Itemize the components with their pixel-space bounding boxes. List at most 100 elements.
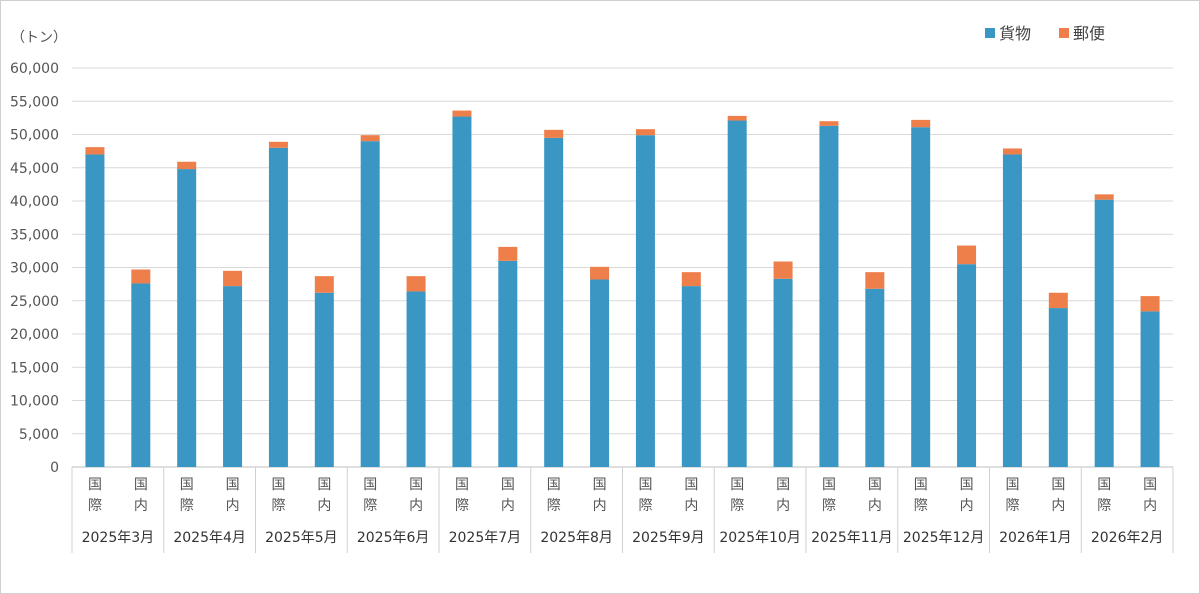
bar-segment — [268, 147, 288, 468]
x-subcategory-label: 国 — [868, 477, 882, 493]
x-subcategory-label: 際 — [1005, 498, 1019, 514]
x-subcategory-label: 内 — [1051, 498, 1065, 514]
bar-segment — [1002, 148, 1022, 155]
y-tick-label: 15,000 — [10, 360, 59, 376]
x-subcategory-label: 際 — [914, 498, 928, 514]
x-subcategory-label: 国 — [271, 477, 285, 493]
x-month-label: 2026年2月 — [1091, 530, 1164, 546]
y-tick-label: 10,000 — [10, 394, 59, 410]
x-subcategory-label: 際 — [638, 498, 652, 514]
x-subcategory-label: 国 — [730, 477, 744, 493]
bar-segment — [452, 110, 472, 117]
legend-label: 貨物 — [999, 24, 1031, 43]
x-subcategory-label: 国 — [501, 477, 515, 493]
bar-segment — [544, 129, 564, 138]
x-subcategory-label: 内 — [134, 498, 148, 514]
bar-segment — [590, 266, 610, 280]
x-subcategory-label: 国 — [409, 477, 423, 493]
x-subcategory-label: 国 — [1005, 477, 1019, 493]
bar-segment — [957, 264, 977, 467]
bar-segment — [406, 291, 426, 467]
y-axis-unit-label: （トン） — [11, 30, 67, 46]
bar-segment — [452, 116, 472, 468]
bar-segment — [85, 147, 105, 155]
bar-segment — [1002, 154, 1022, 467]
x-subcategory-label: 内 — [1143, 498, 1157, 514]
bar-segment — [268, 141, 288, 148]
x-subcategory-label: 内 — [684, 498, 698, 514]
bar-segment — [635, 135, 655, 468]
bar-segment — [727, 115, 747, 121]
x-subcategory-label: 国 — [684, 477, 698, 493]
bar-segment — [1048, 292, 1068, 309]
x-subcategory-label: 内 — [226, 498, 240, 514]
bar-segment — [957, 245, 977, 265]
x-subcategory-label: 国 — [180, 477, 194, 493]
x-subcategory-label: 内 — [501, 498, 515, 514]
x-month-label: 2025年11月 — [811, 530, 892, 546]
x-month-label: 2026年1月 — [999, 530, 1072, 546]
bar-segment — [314, 292, 334, 467]
x-subcategory-label: 国 — [363, 477, 377, 493]
bar-segment — [223, 286, 243, 467]
x-subcategory-label: 際 — [363, 498, 377, 514]
x-subcategory-label: 国 — [1097, 477, 1111, 493]
bar-segment — [85, 154, 105, 467]
x-month-label: 2025年3月 — [82, 530, 155, 546]
x-subcategory-label: 国 — [1143, 477, 1157, 493]
bar-segment — [911, 127, 931, 467]
x-subcategory-label: 内 — [868, 498, 882, 514]
x-month-label: 2025年10月 — [719, 530, 800, 546]
bar-segment — [314, 276, 334, 293]
x-subcategory-label: 内 — [776, 498, 790, 514]
x-subcategory-label: 際 — [822, 498, 836, 514]
bar-segment — [360, 141, 380, 467]
x-month-label: 2025年6月 — [357, 530, 430, 546]
x-subcategory-label: 内 — [409, 498, 423, 514]
bar-segment — [1094, 194, 1114, 200]
x-subcategory-label: 際 — [88, 498, 102, 514]
bar-segment — [177, 161, 197, 170]
x-month-label: 2025年4月 — [173, 530, 246, 546]
bar-segment — [865, 288, 885, 467]
bar-segment — [544, 137, 564, 467]
x-subcategory-label: 内 — [960, 498, 974, 514]
y-tick-label: 0 — [50, 460, 59, 476]
x-subcategory-label: 際 — [1097, 498, 1111, 514]
y-tick-label: 20,000 — [10, 327, 59, 343]
bar-segment — [498, 246, 518, 261]
bar-segment — [1140, 296, 1160, 312]
bar-segment — [635, 129, 655, 136]
bar-segment — [819, 125, 839, 467]
y-tick-label: 60,000 — [10, 61, 59, 77]
x-subcategory-label: 際 — [271, 498, 285, 514]
bar-segment — [1048, 308, 1068, 467]
bar-segment — [590, 279, 610, 467]
x-month-label: 2025年8月 — [540, 530, 613, 546]
x-month-label: 2025年7月 — [449, 530, 522, 546]
bar-segment — [911, 119, 931, 128]
y-tick-label: 50,000 — [10, 128, 59, 144]
bar-segment — [1094, 199, 1114, 468]
x-subcategory-label: 際 — [547, 498, 561, 514]
x-month-label: 2025年5月 — [265, 530, 338, 546]
bar-segment — [681, 286, 701, 467]
y-tick-label: 35,000 — [10, 227, 59, 243]
x-subcategory-label: 国 — [593, 477, 607, 493]
x-month-label: 2025年12月 — [903, 530, 984, 546]
x-subcategory-label: 国 — [638, 477, 652, 493]
bar-segment — [773, 261, 793, 279]
bar-segment — [498, 260, 518, 467]
y-tick-label: 25,000 — [10, 294, 59, 310]
legend-swatch — [1059, 28, 1069, 38]
legend-swatch — [985, 28, 995, 38]
x-subcategory-label: 国 — [776, 477, 790, 493]
y-tick-label: 40,000 — [10, 194, 59, 210]
legend-label: 郵便 — [1073, 24, 1105, 43]
bar-segment — [177, 169, 197, 467]
x-subcategory-label: 内 — [593, 498, 607, 514]
y-tick-label: 45,000 — [10, 161, 59, 177]
x-subcategory-label: 際 — [180, 498, 194, 514]
bar-segment — [406, 276, 426, 292]
